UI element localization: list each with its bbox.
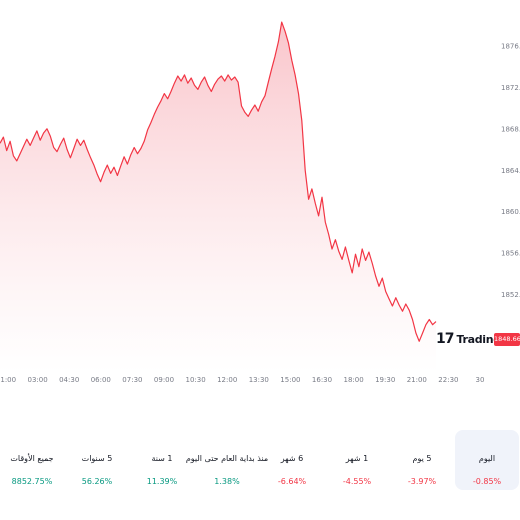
price-area [0, 22, 436, 372]
price-line [0, 21, 437, 342]
period-tab[interactable]: اليوم ‎-0.85% [455, 430, 519, 490]
period-label: اليوم [478, 454, 496, 463]
x-tick-label: 04:30 [59, 376, 79, 384]
period-tab[interactable]: 5 يوم ‎-3.97% [390, 430, 454, 490]
period-tab[interactable]: 5 سنوات 56.26% [65, 430, 129, 490]
x-tick-label: 07:30 [122, 376, 142, 384]
period-label: 1 شهر [345, 454, 369, 463]
y-tick-label: 1864.00 [501, 167, 520, 175]
y-tick-label: 1872.00 [501, 84, 520, 92]
period-change: 1.38% [214, 477, 240, 486]
period-label: 5 يوم [412, 454, 432, 463]
x-tick-label: 19:30 [375, 376, 395, 384]
period-label: 6 شهر [280, 454, 304, 463]
x-tick-label: 30 [476, 376, 485, 384]
period-tab[interactable]: جميع الأوقات 8852.75% [0, 430, 64, 490]
y-tick-label: 1876.00 [501, 42, 520, 50]
y-tick-label: 1868.00 [501, 125, 520, 133]
y-tick-label: 1856.00 [501, 250, 520, 258]
period-change: 11.39% [146, 477, 178, 486]
x-tick-label: 13:30 [249, 376, 269, 384]
y-axis: 1852.00 1856.00 1860.00 1864.00 1868.00 1872.… [501, 42, 520, 299]
x-tick-label: 22:30 [438, 376, 458, 384]
period-label: منذ بداية العام حتى اليوم [185, 454, 269, 463]
x-tick-label: 09:00 [154, 376, 174, 384]
tradingview-logo-icon: 17 [436, 331, 455, 347]
x-tick-label: 10:30 [186, 376, 206, 384]
period-tab[interactable]: 1 شهر ‎-4.55% [325, 430, 389, 490]
period-label: 5 سنوات [81, 454, 113, 463]
x-tick-label: 21:00 [407, 376, 427, 384]
period-tab[interactable]: 6 شهر ‎-6.64% [260, 430, 324, 490]
x-tick-label: 18:00 [344, 376, 364, 384]
period-tab[interactable]: 1 سنة 11.39% [130, 430, 194, 490]
period-change: 56.26% [81, 477, 113, 486]
x-tick-label: 16:30 [312, 376, 332, 384]
x-axis: 01:00 03:00 04:30 06:00 07:30 09:00 10:30 12:00… [0, 376, 484, 384]
period-label: 1 سنة [151, 454, 173, 463]
price-chart: 1852.00 1856.00 1860.00 1864.00 1868.00 1872.… [0, 21, 520, 384]
period-change: ‎-4.55% [342, 477, 372, 486]
x-tick-label: 01:00 [0, 376, 16, 384]
y-tick-label: 1860.00 [501, 208, 520, 216]
x-tick-label: 03:00 [28, 376, 48, 384]
period-tab[interactable]: منذ بداية العام حتى اليوم 1.38% [186, 430, 268, 490]
period-label: جميع الأوقات [10, 454, 54, 463]
performance-periods: اليوم ‎-0.85% 5 يوم ‎-3.97% 1 شهر ‎-4.55% 6… [0, 430, 520, 520]
period-change: 8852.75% [11, 477, 53, 486]
x-tick-label: 06:00 [91, 376, 111, 384]
y-tick-label: 1852.00 [501, 291, 520, 299]
period-change: ‎-6.64% [277, 477, 307, 486]
period-change: ‎-0.85% [472, 477, 502, 486]
x-tick-label: 15:00 [280, 376, 300, 384]
last-price-label: 1848.66 [494, 333, 520, 346]
x-tick-label: 12:00 [217, 376, 237, 384]
period-change: ‎-3.97% [407, 477, 437, 486]
